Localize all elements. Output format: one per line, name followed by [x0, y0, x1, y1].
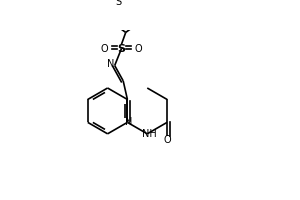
Text: O: O: [163, 135, 171, 145]
Text: N: N: [107, 59, 114, 69]
Text: N: N: [124, 117, 132, 127]
Text: S: S: [116, 0, 122, 7]
Text: O: O: [135, 44, 142, 54]
Text: O: O: [101, 44, 108, 54]
Text: S: S: [118, 44, 125, 54]
Text: NH: NH: [142, 129, 157, 139]
